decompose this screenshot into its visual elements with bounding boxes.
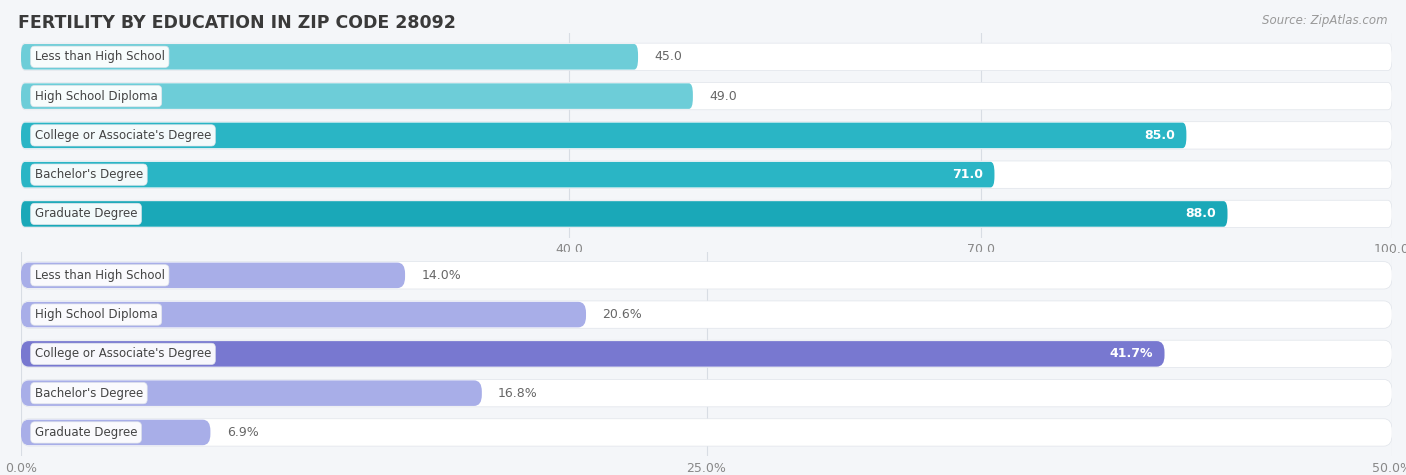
Text: Less than High School: Less than High School bbox=[35, 50, 165, 63]
FancyBboxPatch shape bbox=[21, 122, 1392, 149]
Text: 16.8%: 16.8% bbox=[498, 387, 538, 399]
Text: Graduate Degree: Graduate Degree bbox=[35, 426, 138, 439]
Text: 49.0: 49.0 bbox=[709, 90, 737, 103]
Text: 71.0: 71.0 bbox=[952, 168, 983, 181]
FancyBboxPatch shape bbox=[21, 162, 994, 188]
FancyBboxPatch shape bbox=[21, 420, 211, 445]
FancyBboxPatch shape bbox=[21, 302, 586, 327]
FancyBboxPatch shape bbox=[21, 43, 1392, 70]
FancyBboxPatch shape bbox=[21, 263, 405, 288]
FancyBboxPatch shape bbox=[21, 123, 1187, 148]
FancyBboxPatch shape bbox=[21, 161, 1392, 188]
FancyBboxPatch shape bbox=[21, 83, 693, 109]
Text: 45.0: 45.0 bbox=[654, 50, 682, 63]
Text: Bachelor's Degree: Bachelor's Degree bbox=[35, 168, 143, 181]
FancyBboxPatch shape bbox=[21, 380, 482, 406]
FancyBboxPatch shape bbox=[21, 200, 1392, 228]
Text: 41.7%: 41.7% bbox=[1109, 347, 1153, 361]
FancyBboxPatch shape bbox=[21, 380, 1392, 407]
Text: 85.0: 85.0 bbox=[1144, 129, 1175, 142]
Text: 88.0: 88.0 bbox=[1185, 208, 1216, 220]
Text: High School Diploma: High School Diploma bbox=[35, 308, 157, 321]
Text: FERTILITY BY EDUCATION IN ZIP CODE 28092: FERTILITY BY EDUCATION IN ZIP CODE 28092 bbox=[18, 14, 456, 32]
Text: College or Associate's Degree: College or Associate's Degree bbox=[35, 347, 211, 361]
Text: Bachelor's Degree: Bachelor's Degree bbox=[35, 387, 143, 399]
Text: Less than High School: Less than High School bbox=[35, 269, 165, 282]
Text: 14.0%: 14.0% bbox=[422, 269, 461, 282]
Text: College or Associate's Degree: College or Associate's Degree bbox=[35, 129, 211, 142]
FancyBboxPatch shape bbox=[21, 341, 1164, 367]
Text: High School Diploma: High School Diploma bbox=[35, 90, 157, 103]
FancyBboxPatch shape bbox=[21, 262, 1392, 289]
Text: Graduate Degree: Graduate Degree bbox=[35, 208, 138, 220]
FancyBboxPatch shape bbox=[21, 301, 1392, 328]
FancyBboxPatch shape bbox=[21, 201, 1227, 227]
FancyBboxPatch shape bbox=[21, 340, 1392, 368]
Text: 20.6%: 20.6% bbox=[602, 308, 643, 321]
Text: Source: ZipAtlas.com: Source: ZipAtlas.com bbox=[1263, 14, 1388, 27]
FancyBboxPatch shape bbox=[21, 44, 638, 69]
FancyBboxPatch shape bbox=[21, 83, 1392, 110]
Text: 6.9%: 6.9% bbox=[226, 426, 259, 439]
FancyBboxPatch shape bbox=[21, 419, 1392, 446]
